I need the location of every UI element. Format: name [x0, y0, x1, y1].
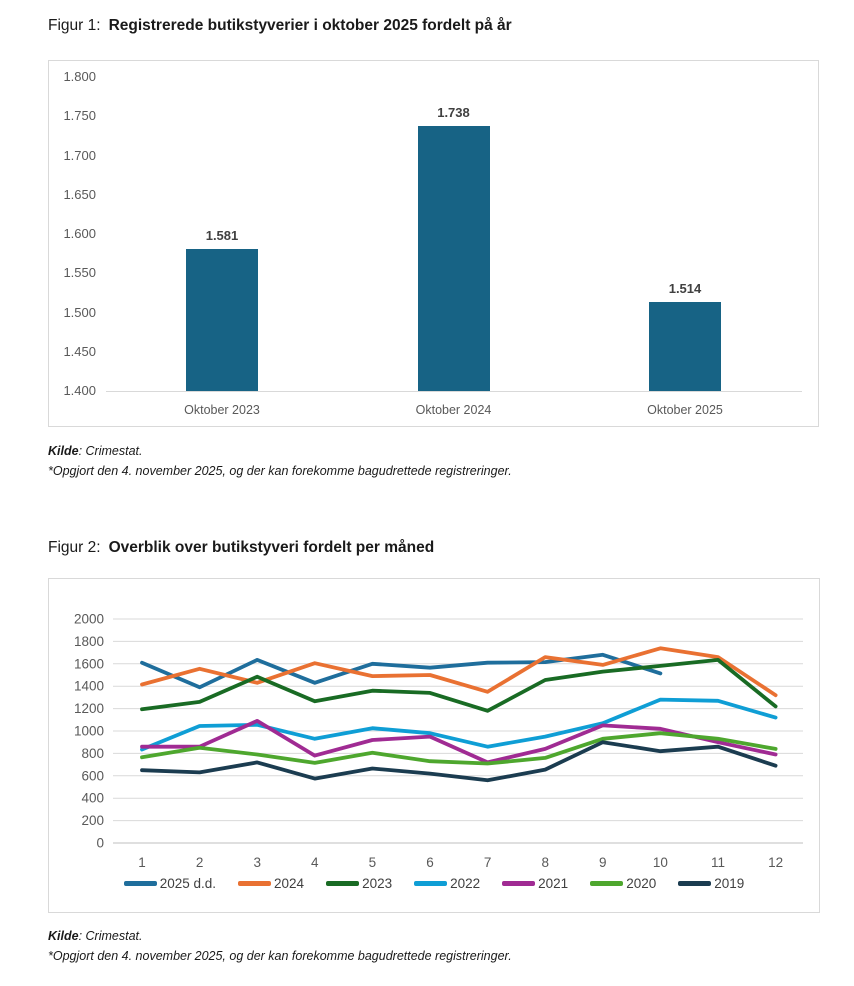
legend-label: 2021: [538, 876, 569, 891]
y-axis-tick-label: 2000: [74, 612, 104, 627]
series-line-2025-d-d: [140, 652, 663, 690]
legend-line-swatch: [238, 881, 272, 886]
series-line-2020: [140, 731, 778, 766]
x-axis-tick-label: 7: [484, 855, 492, 870]
figure2-title-text: Overblik over butikstyveri fordelt per m…: [108, 539, 435, 556]
x-axis-category-label: Oktober 2025: [647, 403, 723, 417]
y-axis-tick-label: 800: [81, 746, 104, 761]
x-axis-tick-label: 5: [369, 855, 377, 870]
series-line-2024: [140, 646, 778, 698]
legend-label: 2024: [274, 876, 305, 891]
x-axis-category-label: Oktober 2023: [184, 403, 260, 417]
y-axis-tick-label: 1.600: [63, 226, 96, 241]
legend-item-2025-d-d: 2025 d.d.: [123, 876, 217, 891]
figure2-title: Figur 2: Overblik over butikstyveri forde…: [48, 535, 434, 561]
legend-line-swatch: [414, 881, 448, 886]
figure2-footnote: *Opgjort den 4. november 2025, og der ka…: [48, 949, 512, 963]
legend-line-swatch: [123, 881, 157, 886]
x-axis-tick-label: 4: [311, 855, 319, 870]
legend-item-2024: 2024: [238, 876, 304, 891]
figure1-source-label: Kilde: [48, 444, 79, 458]
y-axis-tick-label: 1.400: [63, 383, 96, 398]
legend-line-swatch: [678, 881, 712, 886]
legend-line-swatch: [502, 881, 536, 886]
bar-value-label: 1.738: [437, 104, 470, 120]
y-axis-tick-label: 1000: [74, 724, 104, 739]
x-axis-line: [106, 391, 802, 392]
figure1-title: Figur 1: Registrerede butikstyverier i ok…: [48, 13, 512, 39]
y-axis-tick-label: 1400: [74, 679, 104, 694]
legend-item-2021: 2021: [502, 876, 568, 891]
x-axis-tick-label: 12: [768, 855, 783, 870]
y-axis-tick-label: 1800: [74, 634, 104, 649]
x-axis-tick-label: 10: [653, 855, 668, 870]
bar-value-label: 1.581: [205, 227, 239, 243]
legend-item-2022: 2022: [414, 876, 480, 891]
figure2-source: Kilde: Crimestat. *Opgjort den 4. novemb…: [48, 926, 512, 966]
legend-line-swatch: [326, 881, 360, 886]
figure1-title-prefix: Figur 1:: [48, 17, 101, 34]
series-line-2023: [140, 658, 778, 713]
figure1-title-text: Registrerede butikstyverier i oktober 20…: [108, 17, 512, 34]
bar-oktober-2024: [417, 125, 490, 391]
series-line-2019: [140, 740, 778, 783]
legend-item-2019: 2019: [678, 876, 744, 891]
y-axis-tick-label: 1.500: [63, 304, 96, 320]
figure1-source: Kilde: Crimestat. *Opgjort den 4. novemb…: [48, 441, 512, 481]
figure2-legend: 2025 d.d. 2024 2023 2022 2021 2020 2019: [49, 876, 819, 891]
y-axis-tick-label: 1600: [74, 656, 104, 671]
legend-line-swatch: [590, 881, 624, 886]
y-axis-tick-label: 1.650: [63, 186, 96, 202]
bar-oktober-2025: [649, 301, 721, 391]
bar-oktober-2023: [186, 248, 258, 391]
legend-item-2020: 2020: [590, 876, 656, 891]
x-axis-tick-label: 9: [599, 855, 607, 870]
legend-label: 2019: [714, 876, 745, 891]
y-axis-tick-label: 400: [81, 791, 104, 806]
y-axis-tick-label: 1.550: [63, 265, 96, 281]
figure2-source-label: Kilde: [48, 929, 79, 943]
y-axis-tick-label: 1200: [74, 701, 104, 716]
y-axis-tick-label: 0: [96, 836, 104, 851]
figure1-chart: 1.800 1.750 1.700 1.650 1.600 1.550 1.500 1.450…: [48, 60, 819, 427]
x-axis-category-label: Oktober 2024: [415, 403, 492, 417]
legend-item-2023: 2023: [326, 876, 392, 891]
y-axis-tick-label: 200: [81, 813, 104, 828]
y-axis-tick-label: 1.700: [63, 147, 96, 163]
x-axis-tick-label: 3: [253, 855, 261, 870]
series-line-2022: [140, 697, 778, 752]
figure2-source-text: : Crimestat.: [78, 929, 143, 943]
figure2-chart: 2000 1800 1600 1400 1200 1000 800 600 400 200 0 1 2 3…: [48, 578, 820, 913]
y-axis-tick-label: 1.800: [63, 69, 96, 84]
y-axis-tick-label: 1.450: [63, 343, 96, 359]
figure1-source-text: : Crimestat.: [78, 444, 143, 458]
x-axis-tick-label: 11: [711, 855, 725, 870]
figure2-title-prefix: Figur 2:: [48, 539, 101, 556]
legend-label: 2023: [362, 876, 393, 891]
y-axis-tick-label: 1.750: [63, 108, 96, 124]
x-axis-tick-label: 2: [196, 855, 204, 870]
figure1-footnote: *Opgjort den 4. november 2025, og der ka…: [48, 464, 512, 478]
x-axis-tick-label: 8: [541, 855, 549, 870]
x-axis-tick-label: 6: [426, 855, 434, 870]
y-axis-tick-label: 600: [81, 768, 104, 783]
bar-value-label: 1.514: [668, 280, 702, 296]
series-line-2021: [140, 718, 778, 765]
legend-label: 2022: [450, 876, 481, 891]
legend-label: 2025 d.d.: [159, 876, 217, 891]
x-axis-tick-label: 1: [138, 855, 146, 870]
legend-label: 2020: [626, 876, 657, 891]
